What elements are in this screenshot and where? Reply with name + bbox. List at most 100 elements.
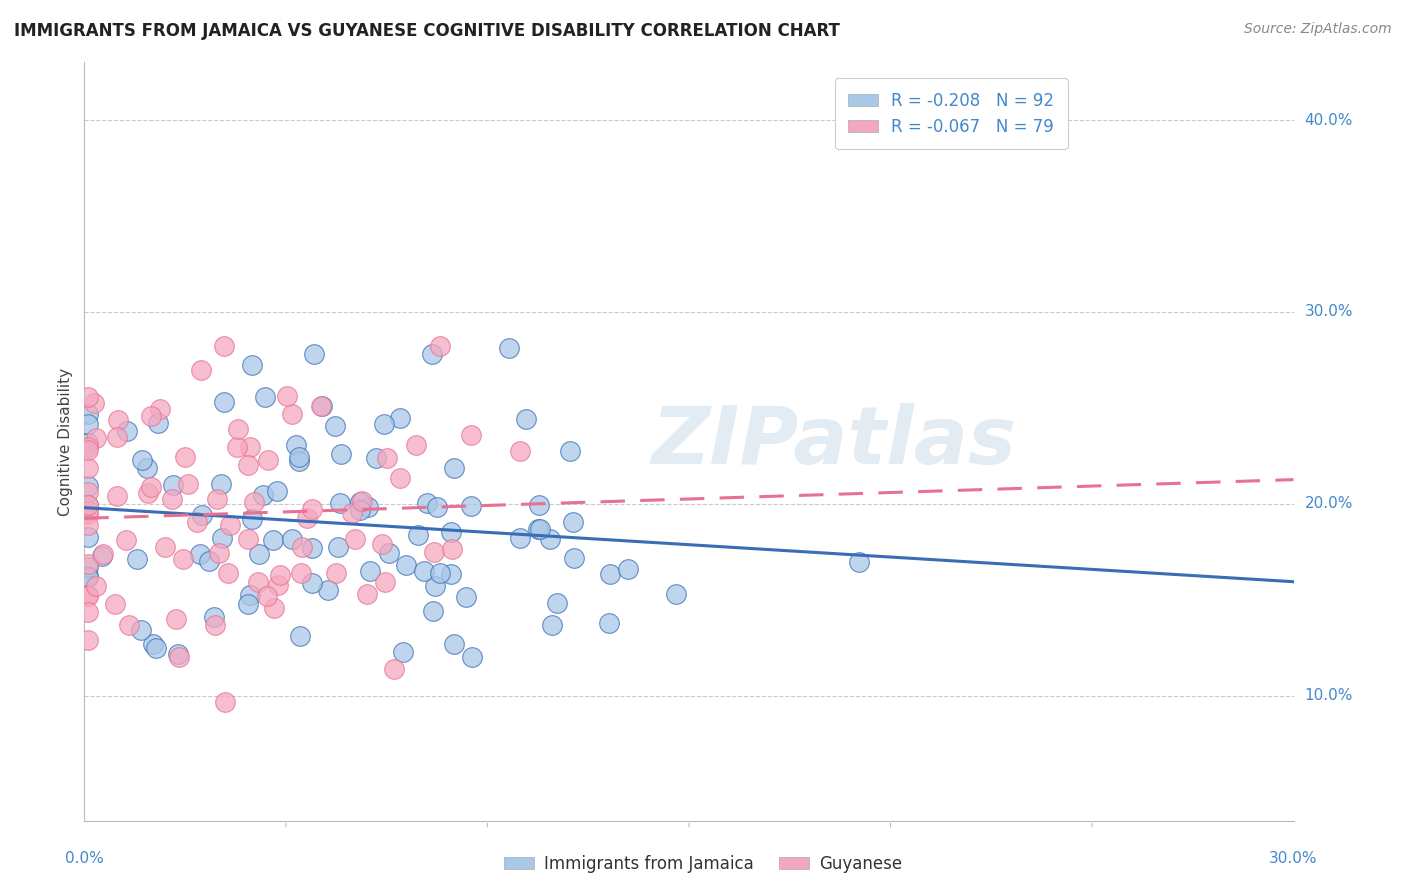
Point xyxy=(301,541,323,555)
Point xyxy=(77,508,100,522)
Point xyxy=(211,477,233,491)
Point xyxy=(136,486,159,500)
Point xyxy=(392,644,415,658)
Text: 40.0%: 40.0% xyxy=(1305,112,1353,128)
Point xyxy=(395,558,418,572)
Point xyxy=(77,478,100,492)
Point xyxy=(77,417,100,431)
Point xyxy=(86,579,108,593)
Point xyxy=(420,347,443,361)
Point xyxy=(252,488,274,502)
Point xyxy=(236,533,259,547)
Point xyxy=(91,548,114,562)
Point xyxy=(77,570,100,584)
Point xyxy=(461,650,484,665)
Point xyxy=(364,450,387,465)
Point xyxy=(77,407,100,421)
Point xyxy=(440,541,463,556)
Text: 0.0%: 0.0% xyxy=(65,851,104,866)
Text: ZIPatlas: ZIPatlas xyxy=(651,402,1017,481)
Point xyxy=(127,551,149,566)
Point xyxy=(228,422,250,436)
Point xyxy=(77,442,100,457)
Point xyxy=(356,587,378,601)
Point xyxy=(139,480,162,494)
Point xyxy=(77,485,100,500)
Point xyxy=(527,522,550,536)
Point xyxy=(240,512,263,526)
Point xyxy=(263,601,285,615)
Point xyxy=(848,555,870,569)
Point xyxy=(665,587,688,601)
Point xyxy=(190,363,212,377)
Text: Source: ZipAtlas.com: Source: ZipAtlas.com xyxy=(1244,22,1392,37)
Point xyxy=(172,551,194,566)
Point xyxy=(236,458,259,473)
Point xyxy=(202,610,225,624)
Point xyxy=(77,569,100,583)
Point xyxy=(115,424,138,438)
Point xyxy=(498,342,520,356)
Point xyxy=(107,413,129,427)
Point xyxy=(389,411,412,425)
Text: 20.0%: 20.0% xyxy=(1305,497,1353,511)
Point xyxy=(77,530,100,544)
Point xyxy=(301,576,323,591)
Text: 10.0%: 10.0% xyxy=(1305,689,1353,704)
Point xyxy=(359,565,381,579)
Point xyxy=(541,618,564,632)
Text: IMMIGRANTS FROM JAMAICA VS GUYANESE COGNITIVE DISABILITY CORRELATION CHART: IMMIGRANTS FROM JAMAICA VS GUYANESE COGN… xyxy=(14,22,839,40)
Point xyxy=(148,401,170,416)
Point xyxy=(243,495,266,509)
Point xyxy=(316,582,339,597)
Point xyxy=(84,431,107,445)
Point xyxy=(242,358,264,372)
Point xyxy=(166,648,188,662)
Point xyxy=(357,500,380,514)
Point xyxy=(423,579,446,593)
Point xyxy=(328,541,350,555)
Text: 30.0%: 30.0% xyxy=(1270,851,1317,866)
Point xyxy=(165,612,187,626)
Point xyxy=(349,494,371,508)
Point xyxy=(174,450,197,465)
Point xyxy=(412,564,434,578)
Point xyxy=(247,547,270,561)
Point xyxy=(105,430,128,444)
Point xyxy=(374,574,396,589)
Point xyxy=(217,566,239,580)
Point xyxy=(460,499,482,513)
Point xyxy=(388,471,411,485)
Point xyxy=(212,395,235,409)
Point xyxy=(162,478,184,492)
Point xyxy=(77,390,100,404)
Point xyxy=(77,633,100,648)
Point xyxy=(416,496,439,510)
Point xyxy=(377,450,399,465)
Point xyxy=(239,588,262,602)
Point xyxy=(290,566,312,580)
Point xyxy=(290,630,312,644)
Point xyxy=(429,566,451,581)
Point xyxy=(145,641,167,656)
Point xyxy=(426,500,449,515)
Point xyxy=(276,389,298,403)
Point xyxy=(266,577,288,591)
Point xyxy=(598,616,620,631)
Point xyxy=(529,522,551,536)
Point xyxy=(211,531,233,545)
Point xyxy=(509,444,531,458)
Point xyxy=(281,407,304,421)
Point xyxy=(560,444,582,458)
Point xyxy=(77,436,100,450)
Point xyxy=(77,498,100,512)
Point xyxy=(254,390,277,404)
Point xyxy=(429,339,451,353)
Point xyxy=(562,515,585,529)
Point xyxy=(405,438,427,452)
Point xyxy=(301,501,323,516)
Point xyxy=(77,560,100,574)
Point xyxy=(373,417,395,432)
Point xyxy=(191,508,214,522)
Point xyxy=(349,502,371,516)
